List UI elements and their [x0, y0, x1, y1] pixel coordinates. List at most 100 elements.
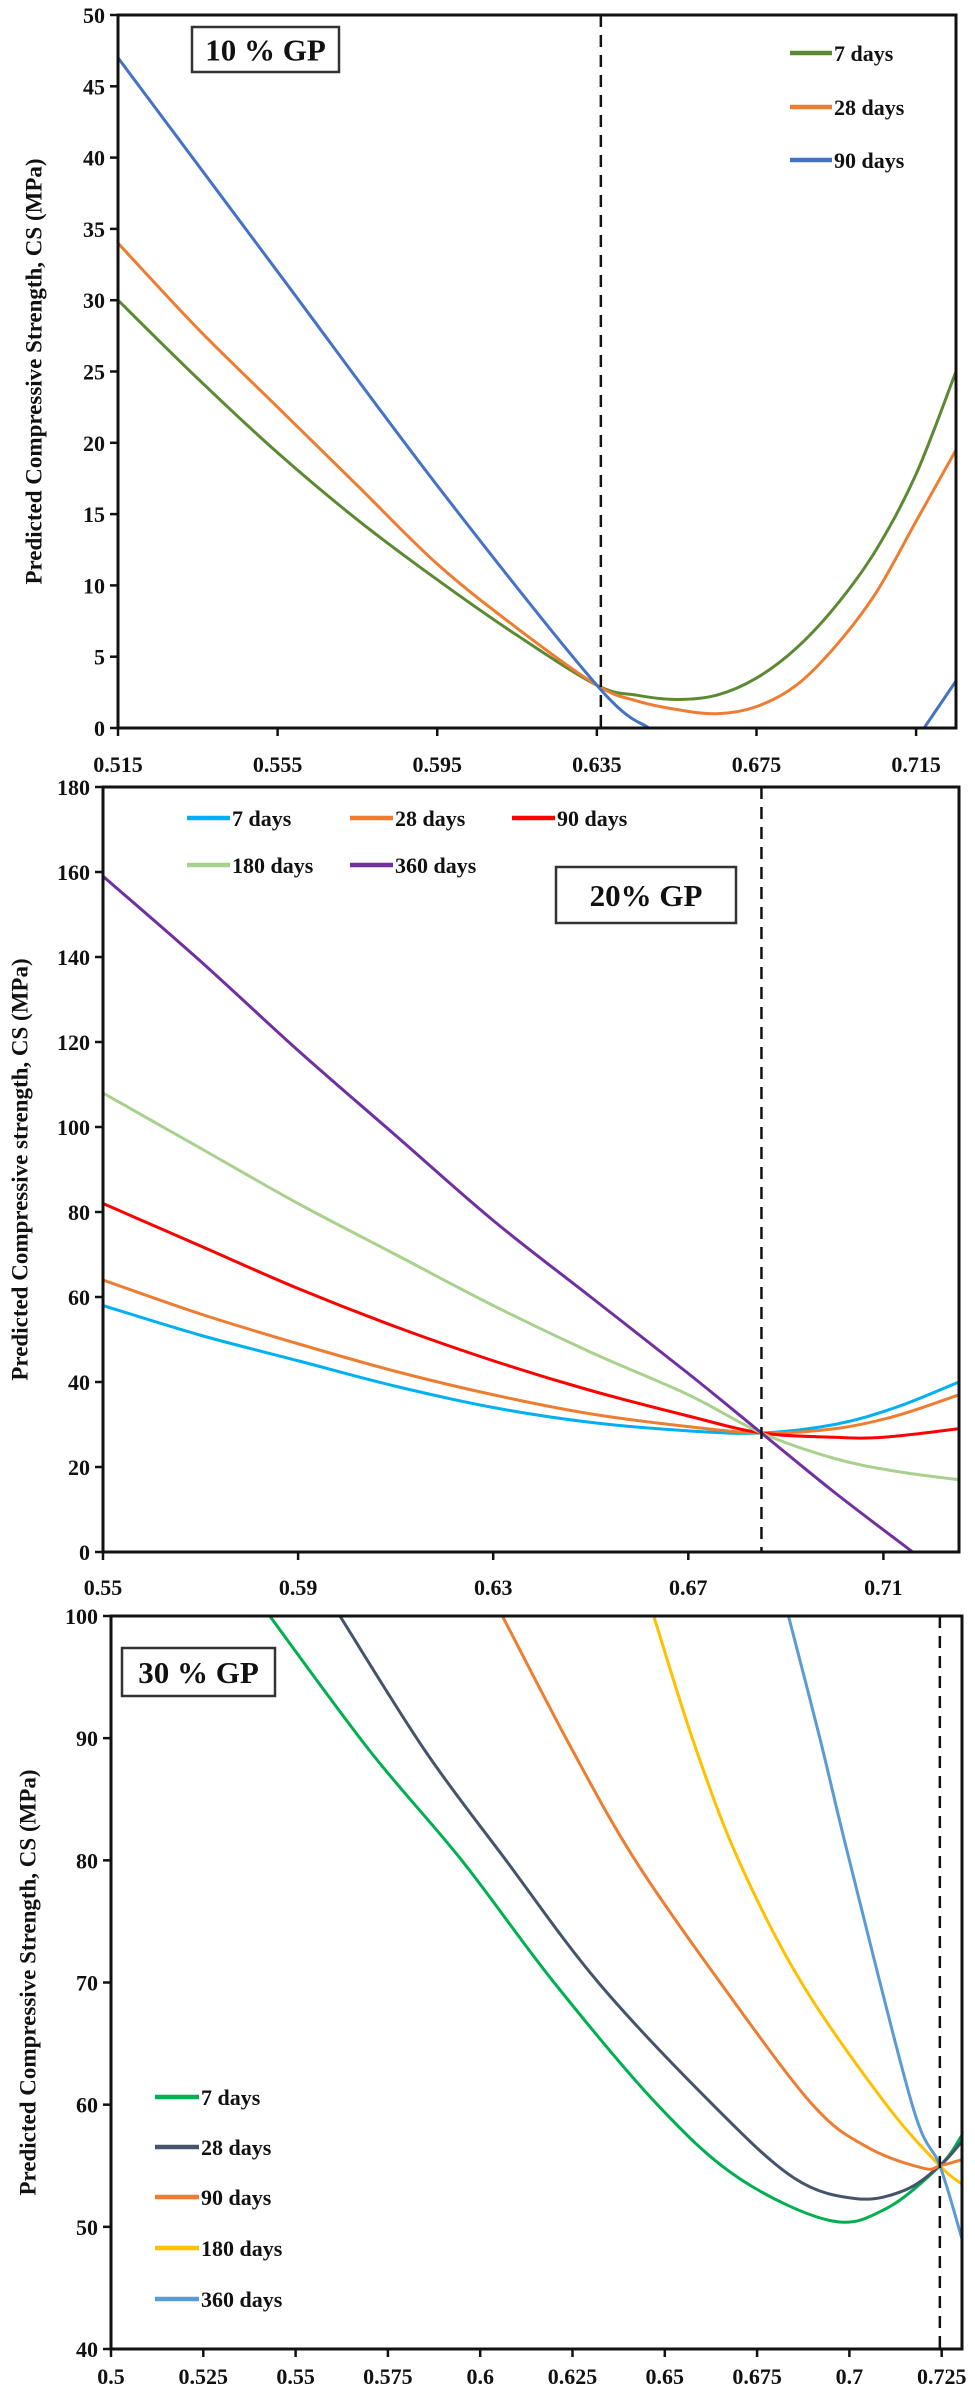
y-tick-label: 30	[83, 288, 105, 313]
series-line-7-days	[103, 1304, 959, 1435]
y-tick-label: 50	[76, 2215, 98, 2240]
series-line-28-days	[103, 1278, 959, 1435]
y-tick-label: 100	[65, 1604, 98, 1629]
panel-label-box	[190, 25, 341, 74]
panel-label: 20% GP	[590, 878, 703, 913]
series-line-180-days	[652, 1616, 962, 2186]
legend-label: 28 days	[395, 806, 466, 831]
x-tick-label: 0.595	[412, 752, 462, 777]
legend-label: 180 days	[232, 853, 314, 878]
y-tick-label: 50	[83, 3, 105, 28]
y-tick-label: 90	[76, 1726, 98, 1751]
legend-item: 28 days	[155, 2135, 272, 2160]
y-tick-label: 0	[94, 716, 105, 741]
y-tick-label: 100	[57, 1115, 90, 1140]
panel-label-box	[554, 865, 738, 925]
x-tick-label: 0.59	[279, 1575, 318, 1600]
y-axis-title: Predicted Compressive Strength, CS (MPa)	[15, 1769, 40, 2195]
legend-label: 360 days	[201, 2287, 283, 2312]
legend-item: 7 days	[187, 806, 292, 831]
y-tick-label: 15	[83, 502, 105, 527]
y-tick-label: 70	[76, 1971, 98, 1996]
x-tick-label: 0.675	[732, 2364, 782, 2388]
x-tick-label: 0.7	[836, 2364, 864, 2388]
legend-item: 180 days	[155, 2236, 283, 2261]
legend-label: 28 days	[834, 95, 905, 120]
x-tick-label: 0.5	[97, 2364, 125, 2388]
series-line-360-days	[103, 875, 914, 1552]
x-tick-label: 0.575	[363, 2364, 413, 2388]
y-tick-label: 35	[83, 217, 105, 242]
legend-item: 28 days	[350, 806, 466, 831]
y-tick-label: 10	[83, 573, 105, 598]
y-tick-label: 80	[68, 1200, 90, 1225]
x-tick-label: 0.6	[466, 2364, 494, 2388]
series-line-180-days	[103, 1091, 959, 1482]
legend-item: 360 days	[350, 853, 477, 878]
legend-item: 90 days	[790, 148, 905, 173]
x-tick-label: 0.515	[93, 752, 143, 777]
x-tick-label: 0.71	[864, 1575, 903, 1600]
y-tick-label: 20	[83, 431, 105, 456]
y-tick-label: 45	[83, 74, 105, 99]
chart-panel-2: 0 20 40 60 80 100 120 140 160 180 0.55 0.59 0.63 0.67…	[7, 775, 961, 1600]
x-tick-label: 0.65	[646, 2364, 685, 2388]
y-tick-label: 160	[57, 860, 90, 885]
plot-frame	[101, 785, 961, 1554]
x-tick-label: 0.715	[891, 752, 941, 777]
y-tick-label: 40	[68, 1370, 90, 1395]
legend-label: 7 days	[232, 806, 292, 831]
chart-panel-1: 0 5 10 15 20 25 30 35 40 45 50 0.515 0.555 0.595 0.635…	[21, 3, 958, 777]
legend-item: 7 days	[790, 41, 894, 66]
legend-item: 180 days	[187, 853, 314, 878]
y-tick-label: 60	[76, 2093, 98, 2118]
series-line-28-days	[338, 1616, 962, 2201]
panel-label: 30 % GP	[138, 1655, 259, 1690]
x-tick-label: 0.675	[732, 752, 782, 777]
y-tick-label: 40	[83, 146, 105, 171]
legend-item: 360 days	[155, 2287, 283, 2312]
y-tick-label: 80	[76, 1848, 98, 1873]
legend-item: 90 days	[512, 806, 628, 831]
series-line-7-days	[268, 1616, 962, 2224]
y-tick-label: 20	[68, 1455, 90, 1480]
series-line-90-days	[103, 1202, 959, 1440]
x-tick-label: 0.725	[917, 2364, 967, 2388]
legend-label: 90 days	[834, 148, 905, 173]
legend-item: 90 days	[155, 2185, 272, 2210]
x-tick-label: 0.525	[179, 2364, 229, 2388]
y-axis-title: Predicted Compressive strength, CS (MPa)	[7, 958, 32, 1380]
y-tick-label: 180	[57, 775, 90, 800]
x-tick-label: 0.67	[669, 1575, 708, 1600]
series-line-90-days	[922, 680, 956, 728]
chart-panel-3: 40 50 60 70 80 90 100 0.5 0.525 0.55 0.575 0.6 0.625…	[15, 1604, 966, 2388]
series-line-90-days	[501, 1616, 962, 2171]
panel-label-box	[120, 1646, 277, 1698]
legend-label: 90 days	[557, 806, 628, 831]
legend-label: 360 days	[395, 853, 477, 878]
legend-item: 7 days	[155, 2085, 261, 2110]
y-tick-label: 120	[57, 1030, 90, 1055]
y-tick-label: 5	[94, 645, 105, 670]
x-tick-label: 0.55	[276, 2364, 315, 2388]
legend-label: 28 days	[201, 2135, 272, 2160]
series-line-90-days	[118, 56, 650, 728]
legend-label: 180 days	[201, 2236, 283, 2261]
x-tick-label: 0.625	[548, 2364, 598, 2388]
x-tick-label: 0.55	[84, 1575, 123, 1600]
x-tick-label: 0.555	[253, 752, 303, 777]
legend-label: 90 days	[201, 2185, 272, 2210]
x-tick-label: 0.635	[572, 752, 622, 777]
panel-label: 10 % GP	[205, 33, 326, 68]
series-line-28-days	[118, 242, 956, 716]
legend-label: 7 days	[201, 2085, 261, 2110]
y-tick-label: 25	[83, 360, 105, 385]
legend-item: 28 days	[790, 95, 905, 120]
y-tick-label: 40	[76, 2337, 98, 2362]
y-axis-title: Predicted Compressive Strength, CS (MPa)	[21, 158, 46, 584]
series-line-7-days	[118, 299, 956, 701]
legend-label: 7 days	[834, 41, 894, 66]
series-line-360-days	[787, 1616, 962, 2240]
y-tick-label: 60	[68, 1285, 90, 1310]
